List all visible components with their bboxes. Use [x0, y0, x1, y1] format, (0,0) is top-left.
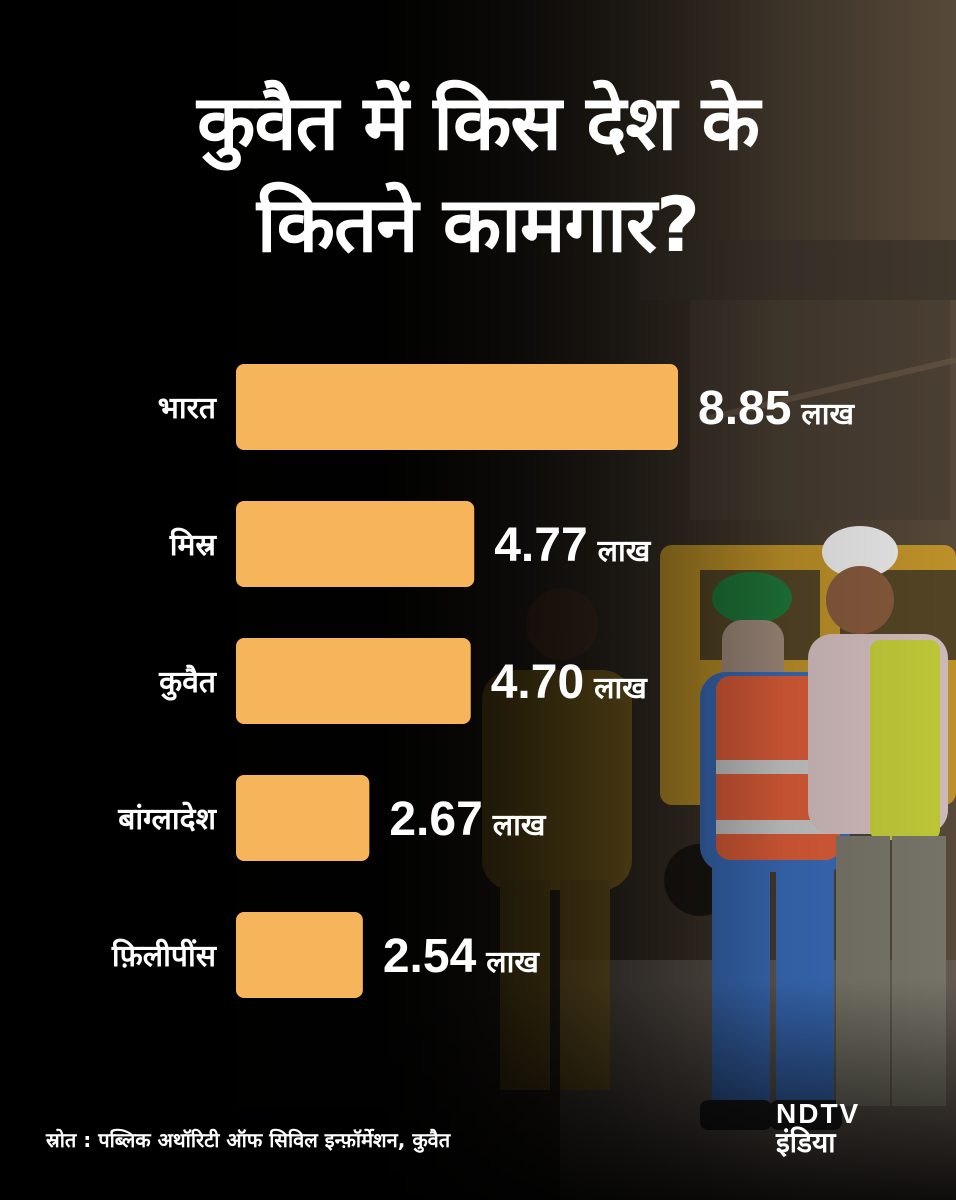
value-label-3: 2.67 लाख — [389, 793, 547, 846]
value-unit-3: लाख — [492, 808, 547, 843]
title-line-2: कितने कामगार? — [256, 180, 700, 269]
bar-1 — [236, 501, 475, 587]
value-unit-4: लाख — [485, 945, 540, 980]
bar-3 — [236, 775, 370, 861]
source-note: स्रोत : पब्लिक अथॉरिटी ऑफ सिविल इन्फ़ॉर्… — [46, 1128, 451, 1152]
value-label-0: 8.85 लाख — [698, 382, 856, 435]
bottom-overlay — [0, 980, 956, 1200]
bar-2 — [236, 638, 471, 724]
category-label-1: मिस्र — [169, 527, 218, 563]
value-label-2: 4.70 लाख — [491, 656, 649, 709]
value-number-4: 2.54 — [383, 930, 477, 983]
category-label-3: बांग्लादेश — [117, 801, 217, 837]
category-label-0: भारत — [158, 391, 218, 426]
bar-0 — [236, 364, 678, 450]
category-label-2: कुवैत — [158, 664, 218, 701]
chart-title: कुवैत में किस देश के कितने कामगार? — [0, 72, 956, 276]
bar-4 — [236, 912, 363, 998]
value-number-3: 2.67 — [389, 793, 482, 846]
value-number-1: 4.77 — [494, 519, 587, 572]
value-label-1: 4.77 लाख — [494, 519, 652, 572]
value-unit-0: लाख — [800, 397, 855, 432]
ndtv-india-logo: NDTV इंडिया — [776, 1100, 916, 1160]
value-number-0: 8.85 — [698, 382, 791, 435]
logo-line-2: इंडिया — [776, 1126, 836, 1159]
logo-line-1: NDTV — [776, 1098, 861, 1129]
category-label-4: फ़िलीपींस — [111, 938, 218, 974]
title-line-1: कुवैत में किस देश के — [196, 78, 760, 167]
value-unit-1: लाख — [597, 534, 652, 569]
value-number-2: 4.70 — [491, 656, 584, 709]
value-unit-2: लाख — [593, 671, 648, 706]
value-label-4: 2.54 लाख — [383, 930, 541, 983]
